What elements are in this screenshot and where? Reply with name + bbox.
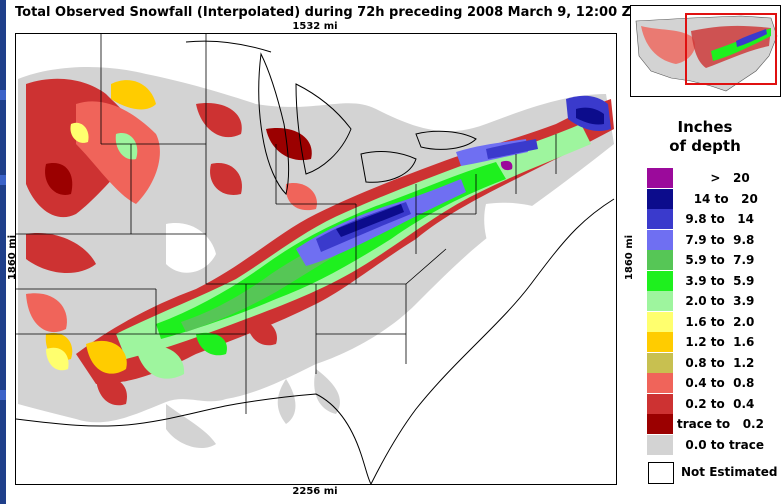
- legend-label: 1.2 to 1.6: [677, 335, 755, 349]
- legend-swatch: [647, 311, 673, 332]
- legend-swatch: [647, 168, 673, 188]
- legend-label: trace to 0.2: [677, 417, 764, 431]
- legend-swatch: [647, 393, 673, 414]
- legend-title-line2: of depth: [669, 137, 741, 155]
- legend-title-line1: Inches: [677, 118, 733, 136]
- coverage-snow-band: [76, 95, 614, 384]
- locator-svg: [635, 13, 778, 92]
- legend-title: Inches of depth: [640, 118, 770, 156]
- strip-tick: [0, 390, 6, 400]
- strip-tick: [0, 175, 6, 185]
- left-edge-strip: [0, 0, 6, 504]
- not-estimated-label: Not Estimated: [681, 465, 778, 479]
- coverage-south: [46, 318, 277, 406]
- legend-swatch: [647, 434, 673, 455]
- legend-label: 7.9 to 9.8: [677, 232, 755, 247]
- legend-label: 0.0 to trace: [677, 437, 764, 452]
- legend-label: 0.8 to 1.2: [677, 355, 755, 370]
- scale-top-label: 1532 mi: [292, 21, 338, 32]
- snowfall-map[interactable]: [15, 33, 617, 485]
- legend-label: > 20: [677, 171, 750, 185]
- legend-swatch: [647, 332, 673, 352]
- coverage-gaps: [36, 81, 614, 484]
- strip-tick: [0, 90, 6, 100]
- scale-bottom-label: 2256 mi: [292, 486, 338, 497]
- legend-swatch: [647, 209, 673, 229]
- scale-right-label: 1860 mi: [624, 234, 636, 281]
- legend-label: 2.0 to 3.9: [677, 294, 755, 308]
- not-estimated-swatch: [648, 462, 674, 484]
- legend-label: 9.8 to 14: [677, 212, 755, 226]
- legend-swatch: [647, 229, 673, 250]
- legend-swatch: [647, 352, 673, 373]
- legend-swatch: [647, 373, 673, 393]
- legend-swatch: [647, 291, 673, 311]
- legend-label: 3.9 to 5.9: [677, 273, 755, 288]
- legend-label: 0.2 to 0.4: [677, 396, 755, 411]
- coverage-light-snow: [26, 78, 317, 361]
- map-title: Total Observed Snowfall (Interpolated) d…: [15, 5, 632, 20]
- legend-swatch: [647, 188, 673, 209]
- inset-extent-box: [685, 13, 777, 85]
- legend-label: 1.6 to 2.0: [677, 314, 755, 329]
- legend-swatch: [647, 414, 673, 434]
- locator-inset-map[interactable]: [630, 5, 781, 97]
- legend-label: 0.4 to 0.8: [677, 376, 755, 390]
- snowfall-map-svg: [16, 34, 615, 484]
- legend-label: 14 to 20: [677, 191, 758, 206]
- legend-swatch: [647, 270, 673, 291]
- legend-swatch: [647, 250, 673, 270]
- state-boundaries: [16, 34, 557, 414]
- coastlines: [16, 40, 615, 484]
- legend-label: 5.9 to 7.9: [677, 253, 755, 267]
